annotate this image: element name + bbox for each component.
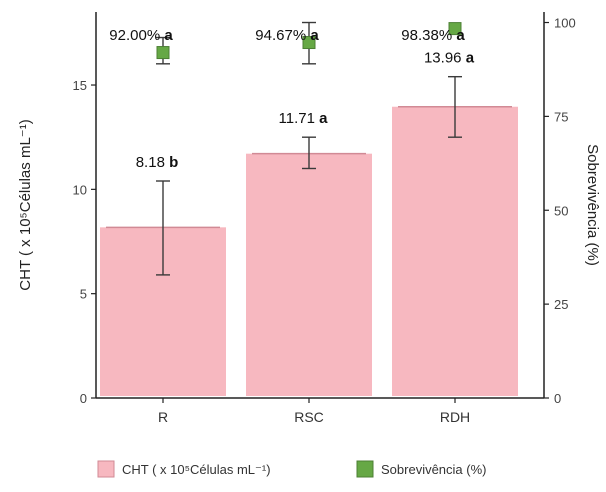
bar bbox=[246, 153, 372, 396]
survival-point bbox=[448, 22, 462, 36]
survival-point bbox=[156, 46, 170, 60]
y-tick-label-left: 5 bbox=[80, 287, 87, 302]
y-tick-label-right: 75 bbox=[554, 109, 568, 124]
plot-area: 0 5 10 15 0 25 50 75 100 R RSC RDH 8.18 b 11.71 a 13.9… bbox=[73, 12, 576, 425]
bar bbox=[392, 106, 518, 396]
y-axis-title-right: Sobrevivência (%) bbox=[584, 144, 601, 266]
bar-value-label: 8.18 b bbox=[136, 154, 179, 171]
bar-significance-letter: a bbox=[319, 110, 328, 127]
y-tick-label-left: 0 bbox=[80, 391, 87, 406]
legend-label-sobrevivencia: Sobrevivência (%) bbox=[381, 462, 487, 477]
legend-swatch-sobrevivencia bbox=[356, 460, 374, 478]
bar-significance-letter: a bbox=[466, 50, 475, 67]
x-tick-label: R bbox=[158, 409, 168, 425]
legend-swatch-cht bbox=[97, 460, 115, 478]
survival-significance-letter: a bbox=[456, 27, 465, 44]
y-tick-label-right: 50 bbox=[554, 203, 568, 218]
y-tick-label-right: 0 bbox=[554, 391, 561, 406]
y-tick-label-left: 15 bbox=[73, 78, 87, 93]
y-axis-title-left: CHT ( x 10⁵Células mL⁻¹) bbox=[17, 119, 34, 290]
survival-significance-letter: a bbox=[164, 27, 173, 44]
bar-value-label: 13.96 a bbox=[424, 50, 475, 67]
survival-point bbox=[302, 36, 316, 50]
bar-value-label: 11.71 a bbox=[279, 110, 329, 127]
legend: CHT ( x 10⁵Células mL⁻¹) Sobrevivência (… bbox=[97, 460, 487, 478]
survival-value-label: 98.38% a bbox=[401, 27, 465, 44]
y-tick-label-right: 100 bbox=[554, 16, 576, 31]
bar-significance-letter: b bbox=[169, 154, 178, 171]
survival-significance-letter: a bbox=[310, 27, 319, 44]
survival-value-label: 94.67% a bbox=[255, 27, 319, 44]
y-tick-label-left: 10 bbox=[73, 182, 87, 197]
survival-value-label: 92.00% a bbox=[109, 27, 173, 44]
y-tick-label-right: 25 bbox=[554, 297, 568, 312]
x-tick-label: RDH bbox=[440, 409, 470, 425]
legend-label-cht: CHT ( x 10⁵Células mL⁻¹) bbox=[122, 462, 271, 477]
x-tick-label: RSC bbox=[294, 409, 324, 425]
